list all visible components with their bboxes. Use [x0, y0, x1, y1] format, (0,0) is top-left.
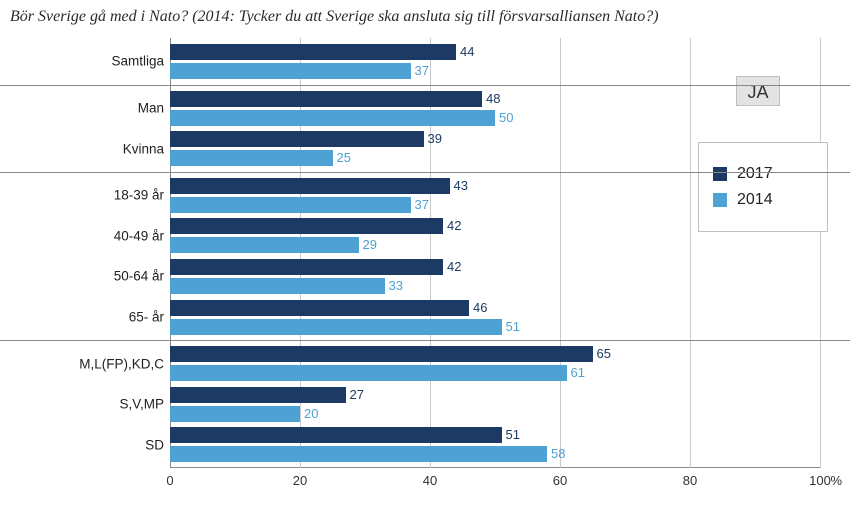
category-label: Man [4, 101, 164, 116]
bar-value-label: 61 [571, 365, 585, 381]
bar-value-label: 42 [447, 218, 461, 234]
bar: 65 [170, 346, 593, 362]
x-tick-label: 20 [293, 473, 307, 488]
gridline [560, 38, 561, 468]
bar-value-label: 51 [506, 319, 520, 335]
bar-value-label: 20 [304, 406, 318, 422]
bar: 37 [170, 63, 411, 79]
bar-value-label: 58 [551, 446, 565, 462]
x-tick-label: 100 [809, 473, 831, 488]
bar-value-label: 33 [389, 278, 403, 294]
section-separator [0, 172, 850, 173]
bar-value-label: 27 [350, 387, 364, 403]
plot-area: % 02040608010044374850392543374229423346… [170, 38, 820, 468]
x-tick-label: 80 [683, 473, 697, 488]
bar-value-label: 25 [337, 150, 351, 166]
bar: 58 [170, 446, 547, 462]
category-label: 50-64 år [4, 269, 164, 284]
bar: 43 [170, 178, 450, 194]
bar: 50 [170, 110, 495, 126]
legend-label: 2017 [737, 165, 773, 183]
bar: 25 [170, 150, 333, 166]
legend-swatch [713, 167, 727, 181]
category-label: Samtliga [4, 54, 164, 69]
bar: 29 [170, 237, 359, 253]
section-separator [0, 340, 850, 341]
category-label: M,L(FP),KD,C [4, 356, 164, 371]
bar: 33 [170, 278, 385, 294]
bar-value-label: 44 [460, 44, 474, 60]
bar: 51 [170, 319, 502, 335]
bar-value-label: 37 [415, 197, 429, 213]
section-separator [0, 85, 850, 86]
x-axis-line [170, 467, 820, 468]
bar-value-label: 42 [447, 259, 461, 275]
bar: 44 [170, 44, 456, 60]
chart-title: Bör Sverige gå med i Nato? (2014: Tycker… [0, 0, 850, 32]
bar: 46 [170, 300, 469, 316]
legend-item: 2017 [713, 165, 809, 183]
bar: 20 [170, 406, 300, 422]
bar-value-label: 43 [454, 178, 468, 194]
bar-value-label: 39 [428, 131, 442, 147]
bar-value-label: 46 [473, 300, 487, 316]
x-unit-label: % [830, 473, 842, 488]
gridline [690, 38, 691, 468]
bar: 39 [170, 131, 424, 147]
answer-badge: JA [736, 76, 780, 106]
category-label: Kvinna [4, 141, 164, 156]
legend-swatch [713, 193, 727, 207]
bar: 61 [170, 365, 567, 381]
legend-item: 2014 [713, 191, 809, 209]
bar-value-label: 50 [499, 110, 513, 126]
bar-value-label: 51 [506, 427, 520, 443]
x-tick-label: 0 [166, 473, 173, 488]
bar: 42 [170, 259, 443, 275]
category-label: 65- år [4, 310, 164, 325]
category-labels: Samtliga Man Kvinna 18-39 år 40-49 år 50-64 å… [0, 38, 170, 468]
bar: 27 [170, 387, 346, 403]
chart-container: Samtliga Man Kvinna 18-39 år 40-49 år 50-64 å… [0, 32, 850, 502]
bar: 37 [170, 197, 411, 213]
gridline [820, 38, 821, 468]
bar-value-label: 37 [415, 63, 429, 79]
bar: 51 [170, 427, 502, 443]
bar: 48 [170, 91, 482, 107]
category-label: S,V,MP [4, 397, 164, 412]
bar-value-label: 29 [363, 237, 377, 253]
bar-value-label: 48 [486, 91, 500, 107]
bar-value-label: 65 [597, 346, 611, 362]
legend-label: 2014 [737, 191, 773, 209]
bar: 42 [170, 218, 443, 234]
category-label: 18-39 år [4, 188, 164, 203]
x-tick-label: 40 [423, 473, 437, 488]
category-label: SD [4, 437, 164, 452]
x-tick-label: 60 [553, 473, 567, 488]
legend: 2017 2014 [698, 142, 828, 232]
category-label: 40-49 år [4, 228, 164, 243]
